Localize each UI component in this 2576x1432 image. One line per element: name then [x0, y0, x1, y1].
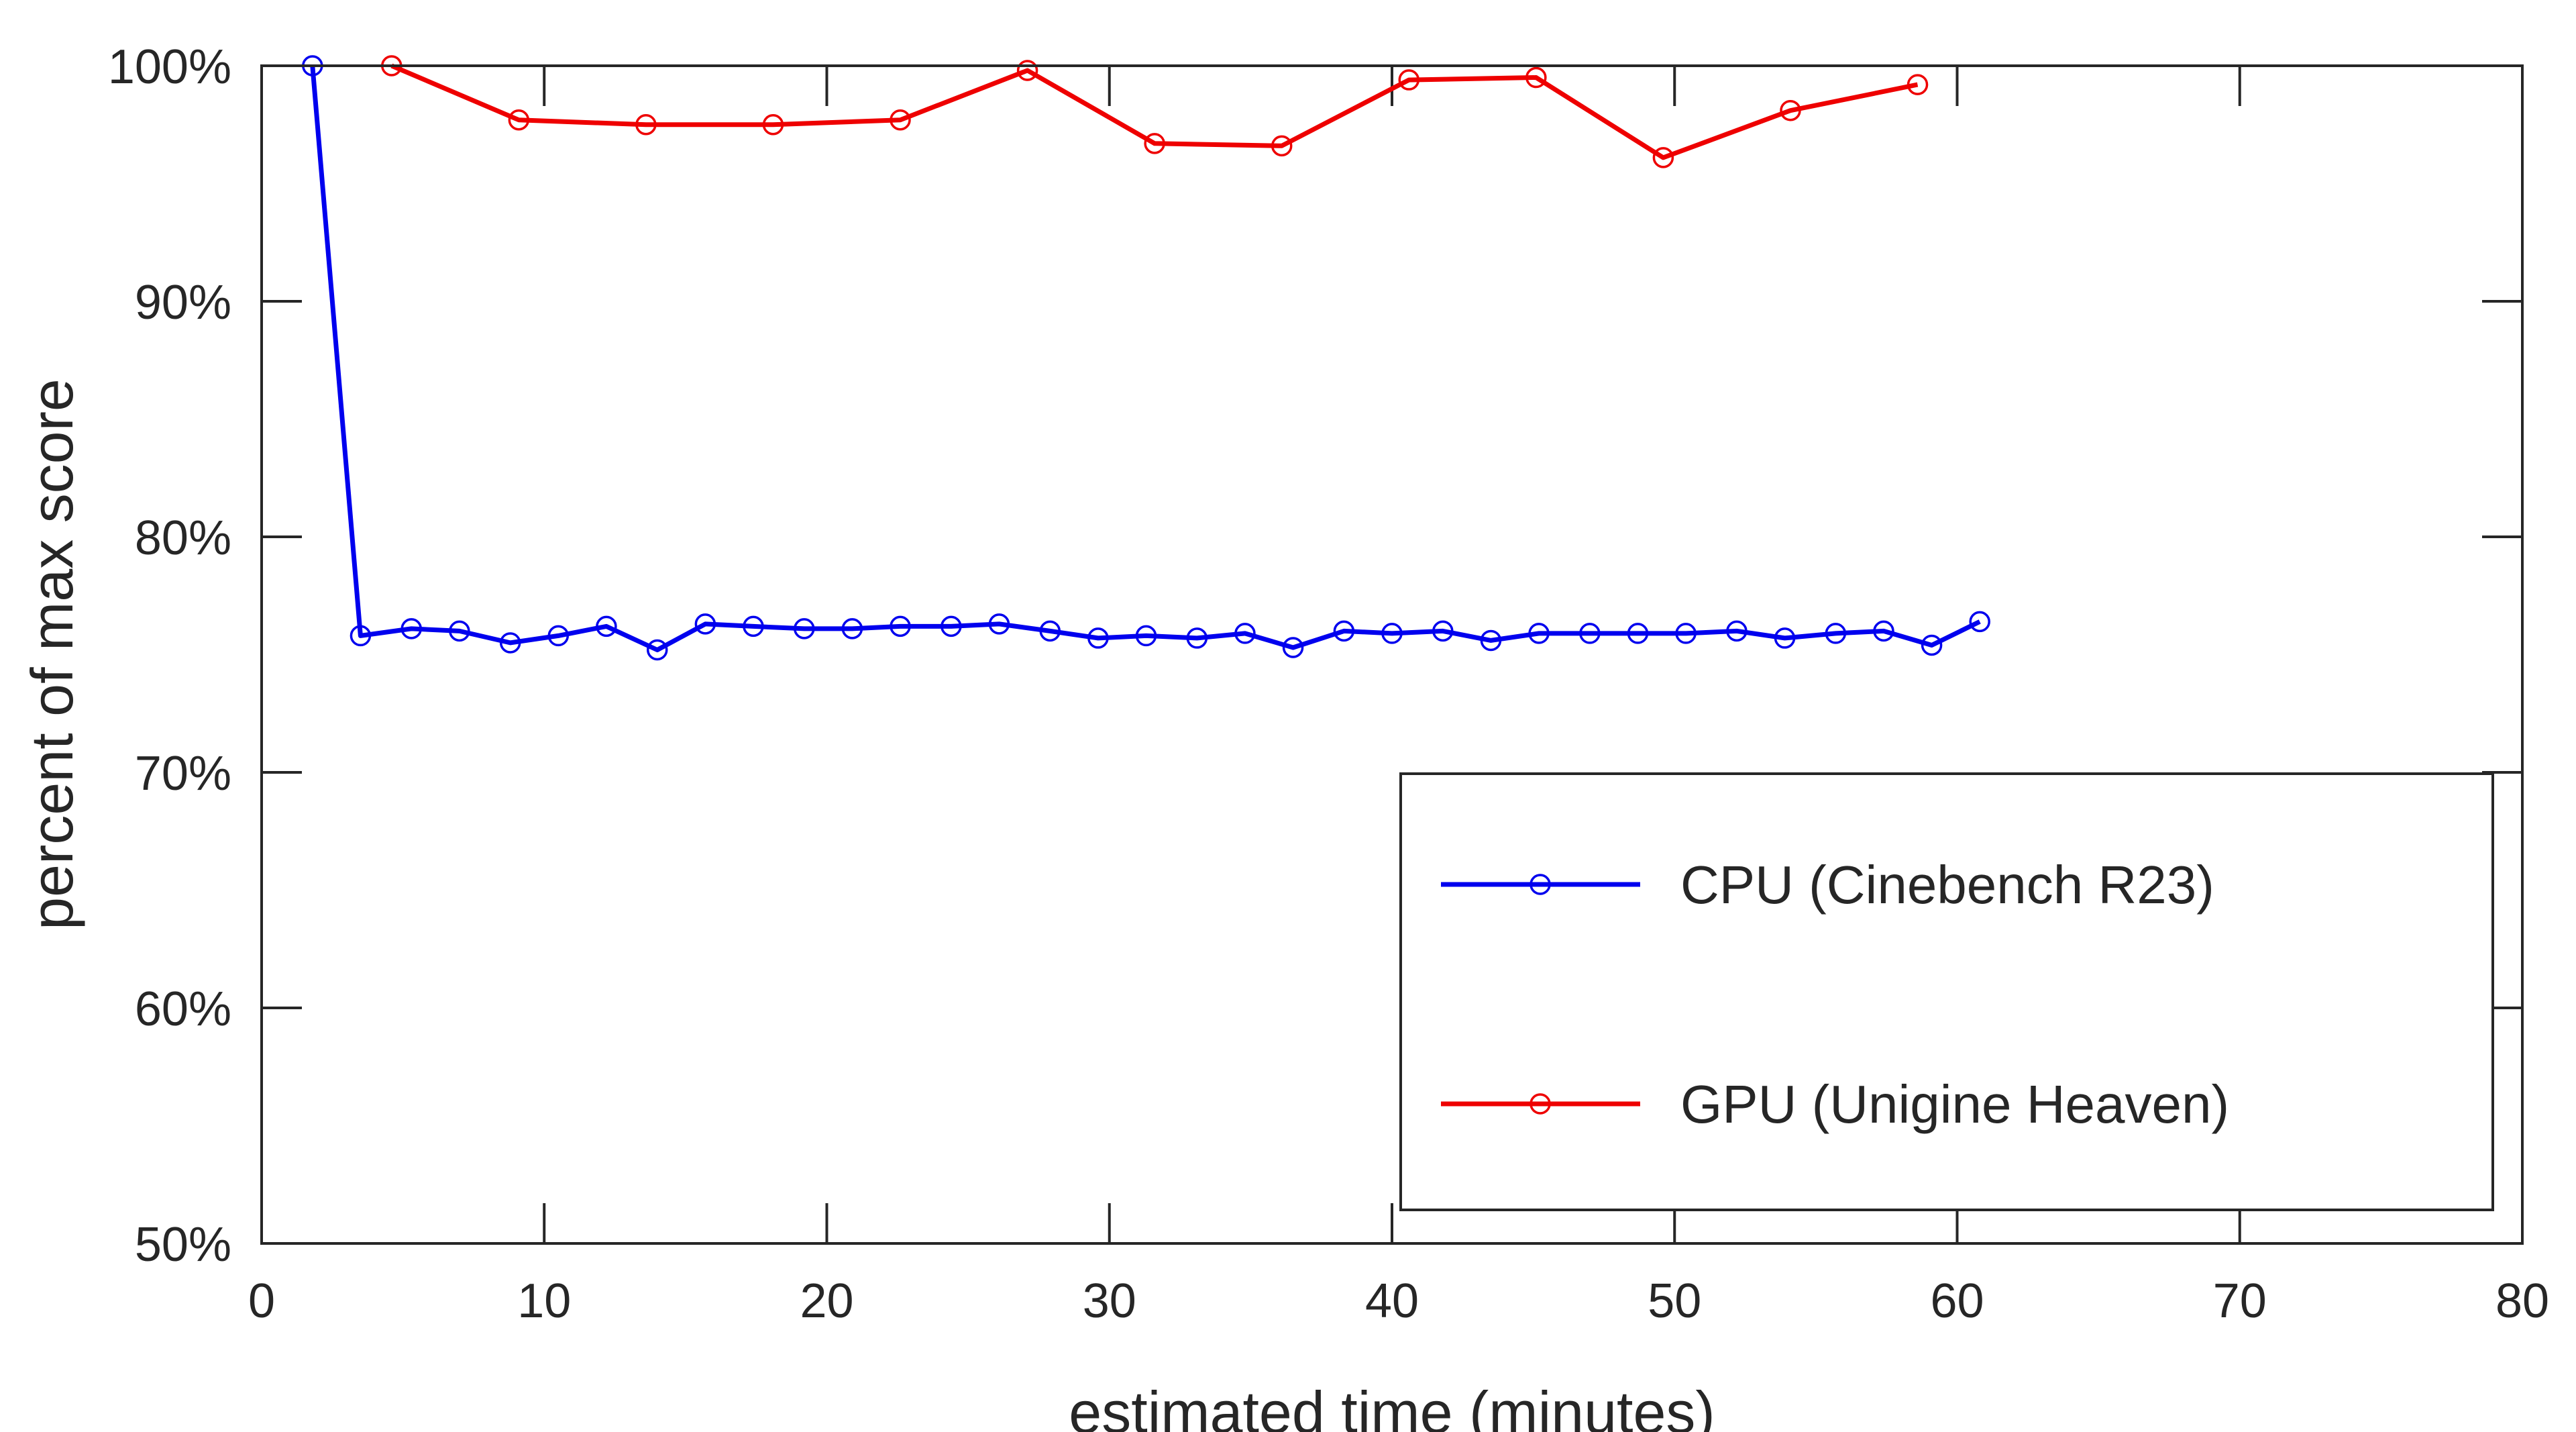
- data-point: [890, 109, 911, 131]
- data-point: [1825, 623, 1847, 644]
- data-point: [1186, 627, 1208, 649]
- data-point: [890, 615, 911, 637]
- x-tick-label: 60: [1930, 1274, 1984, 1328]
- x-tick-label: 0: [248, 1274, 275, 1328]
- data-point: [508, 109, 530, 131]
- data-point: [743, 615, 764, 637]
- data-point: [1039, 620, 1061, 642]
- x-tick-label: 30: [1083, 1274, 1136, 1328]
- series-1: [381, 55, 1929, 168]
- data-point: [1144, 133, 1165, 154]
- legend: CPU (Cinebench R23) GPU (Unigine Heaven): [1399, 772, 2494, 1211]
- legend-label: GPU (Unigine Heaven): [1680, 1074, 2229, 1134]
- data-point: [1921, 634, 1943, 656]
- y-tick-label: 60%: [135, 982, 231, 1036]
- data-point: [1016, 60, 1038, 81]
- x-tick-label: 40: [1365, 1274, 1419, 1328]
- y-tick-label: 80%: [135, 511, 231, 565]
- data-point: [841, 618, 863, 640]
- x-tick-label: 50: [1648, 1274, 1701, 1328]
- data-point: [1135, 625, 1157, 647]
- y-tick-label: 100%: [108, 40, 231, 94]
- data-point: [988, 613, 1010, 635]
- data-point: [1432, 620, 1454, 642]
- data-point: [1087, 627, 1109, 649]
- data-point: [635, 114, 657, 136]
- data-point: [1627, 623, 1649, 644]
- y-tick-label: 90%: [135, 276, 231, 329]
- data-point: [1675, 623, 1697, 644]
- data-point: [1774, 627, 1796, 649]
- data-point: [794, 618, 815, 640]
- data-point: [1282, 637, 1304, 658]
- data-point: [1652, 147, 1674, 168]
- data-point: [596, 615, 617, 637]
- x-tick-label: 20: [800, 1274, 853, 1328]
- y-tick-label: 50%: [135, 1218, 231, 1272]
- data-point: [1525, 66, 1547, 89]
- y-tick-labels: 50% 60% 70% 80% 90% 100%: [108, 40, 231, 1272]
- data-point: [1780, 99, 1801, 121]
- data-point: [350, 625, 372, 647]
- data-point: [1969, 611, 1990, 633]
- data-point: [1873, 620, 1894, 642]
- data-point: [1234, 623, 1256, 644]
- data-point: [1726, 620, 1748, 642]
- x-tick-label: 70: [2213, 1274, 2267, 1328]
- x-tick-labels: 0 10 20 30 40 50 60 70 80: [248, 1274, 2549, 1328]
- data-point: [1271, 135, 1293, 157]
- data-point: [694, 613, 716, 635]
- legend-marker: [1529, 874, 1551, 895]
- data-point: [1333, 620, 1355, 642]
- data-point: [1398, 69, 1420, 91]
- series-line: [310, 65, 1981, 652]
- plot-series: [302, 55, 1990, 661]
- series-line: [390, 63, 1919, 160]
- data-point: [499, 632, 521, 654]
- data-point: [762, 114, 784, 136]
- y-axis-label: percent of max score: [19, 378, 85, 930]
- data-point: [647, 639, 668, 661]
- legend-box: [1399, 772, 2494, 1211]
- legend-label: CPU (Cinebench R23): [1680, 855, 2214, 915]
- plot-area-frame: [260, 64, 2524, 1245]
- legend-item: GPU (Unigine Heaven): [1441, 1074, 2229, 1134]
- data-point: [1907, 74, 1929, 95]
- data-point: [547, 625, 570, 647]
- data-point: [449, 620, 470, 642]
- y-tick-label: 70%: [135, 747, 231, 801]
- data-point: [1528, 623, 1550, 644]
- legend-marker: [1529, 1093, 1551, 1115]
- x-tick-label: 10: [517, 1274, 571, 1328]
- data-point: [941, 615, 962, 637]
- data-point: [1381, 623, 1403, 644]
- series-0: [302, 55, 1990, 661]
- x-axis-label: estimated time (minutes): [1069, 1379, 1715, 1432]
- legend-item: CPU (Cinebench R23): [1441, 855, 2214, 915]
- data-point: [1579, 623, 1601, 644]
- data-point: [1480, 629, 1502, 652]
- x-tick-label: 80: [2496, 1274, 2549, 1328]
- data-point: [400, 618, 423, 640]
